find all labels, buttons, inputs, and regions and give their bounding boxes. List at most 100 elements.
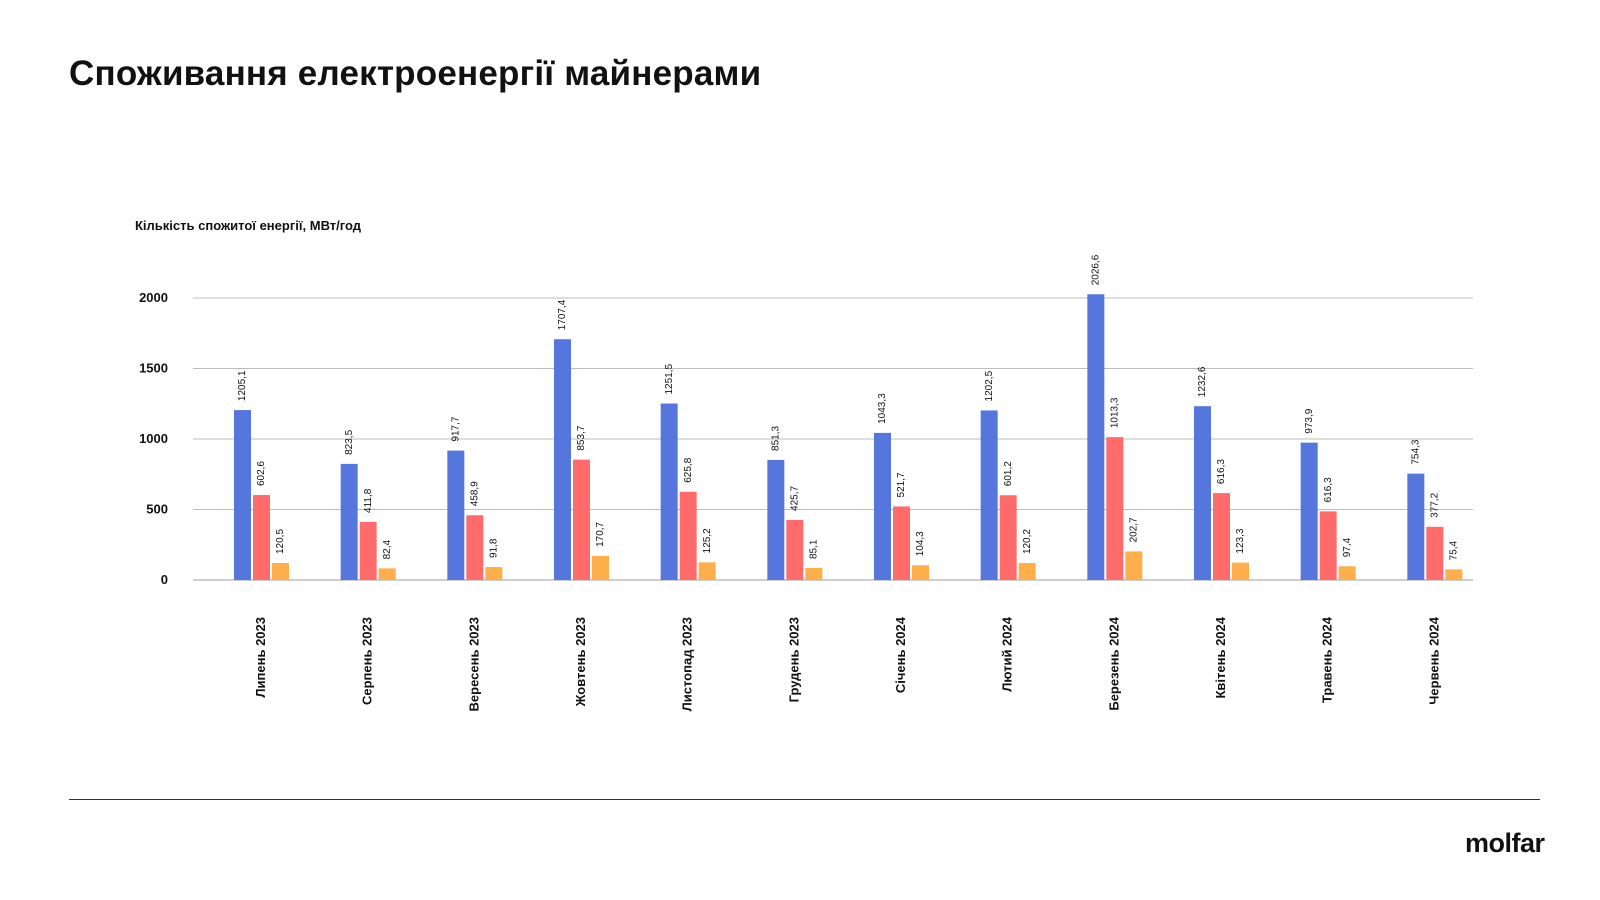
bar	[980, 410, 998, 580]
bar-value-label: 120,2	[1022, 529, 1033, 554]
bar-chart: Кількість спожитої енергії, МВт/год 0 500…	[135, 218, 1473, 711]
bar	[554, 339, 571, 580]
y-tick-labels: 0 500 1000 1500 2000	[139, 290, 168, 587]
bar	[660, 403, 678, 580]
grid-layer	[193, 297, 1473, 581]
data-labels-layer: 1205,1 602,6 120,5 823,5 411,8 82,4 917,7 458,9…	[237, 254, 1459, 560]
bar-value-label: 82,4	[382, 539, 393, 559]
molfar-logo: molfar	[1465, 828, 1545, 858]
bar	[340, 463, 358, 580]
y-tick-label: 1500	[139, 361, 168, 376]
bar-value-label: 602,6	[256, 461, 267, 486]
footer-divider	[69, 799, 1540, 800]
x-category-label: Вересень 2023	[466, 617, 481, 711]
bar	[378, 568, 396, 580]
bar-value-label: 425,7	[789, 486, 800, 511]
bar-value-label: 1043,3	[877, 393, 888, 424]
x-category-label: Лютий 2024	[1000, 616, 1015, 692]
bar	[1407, 473, 1425, 580]
bar-value-label: 1707,4	[557, 299, 568, 330]
bar	[999, 495, 1017, 580]
bars-layer	[234, 294, 1463, 580]
bar-value-label: 458,9	[469, 481, 480, 506]
y-axis-label: Кількість спожитої енергії, МВт/год	[135, 218, 362, 233]
bar	[485, 567, 503, 580]
bar	[1018, 563, 1036, 580]
bar-value-label: 202,7	[1128, 517, 1139, 542]
bar	[1232, 562, 1249, 580]
bar	[1106, 437, 1124, 580]
bar-value-label: 853,7	[576, 425, 587, 450]
bar-value-label: 125,2	[702, 528, 713, 553]
bar	[1125, 551, 1143, 580]
bar	[1300, 442, 1318, 580]
bar-value-label: 754,3	[1410, 439, 1421, 464]
bar	[447, 450, 465, 580]
x-tick-labels: Липень 2023 Серпень 2023 Вересень 2023 Жовт…	[253, 616, 1441, 711]
bar-value-label: 1013,3	[1109, 397, 1120, 428]
x-category-label: Червень 2024	[1426, 616, 1441, 705]
bar	[698, 562, 716, 580]
x-category-label: Листопад 2023	[680, 617, 695, 711]
x-category-label: Березень 2024	[1106, 616, 1121, 710]
bar	[272, 563, 289, 580]
y-tick-label: 500	[146, 502, 168, 517]
bar	[592, 555, 609, 580]
bar	[573, 459, 590, 580]
x-category-label: Липень 2023	[253, 617, 268, 698]
bar-value-label: 625,8	[683, 457, 694, 482]
bar-value-label: 120,5	[275, 529, 286, 554]
bar	[1445, 569, 1463, 580]
bar-value-label: 2026,6	[1090, 254, 1101, 285]
bar	[466, 515, 484, 580]
bar-value-label: 411,8	[363, 488, 374, 513]
bar	[1338, 566, 1356, 580]
bar-value-label: 616,3	[1216, 459, 1227, 484]
bar	[805, 568, 823, 580]
y-tick-label: 0	[161, 572, 168, 587]
bar	[1426, 526, 1444, 580]
x-category-label: Січень 2024	[893, 616, 908, 693]
y-tick-label: 2000	[139, 290, 168, 305]
bar	[1319, 511, 1337, 580]
bar	[786, 519, 804, 580]
bar-value-label: 521,7	[896, 472, 907, 497]
bar	[893, 506, 910, 580]
x-category-label: Квітень 2024	[1213, 616, 1228, 698]
bar-value-label: 823,5	[344, 429, 355, 454]
page-title: Споживання електроенергії майнерами	[69, 54, 762, 93]
x-category-label: Грудень 2023	[786, 617, 801, 702]
bar-value-label: 616,3	[1323, 477, 1334, 502]
x-category-label: Жовтень 2023	[573, 617, 588, 707]
bar-value-label: 97,4	[1342, 537, 1353, 557]
x-category-label: Травень 2024	[1320, 616, 1335, 703]
bar-value-label: 973,9	[1304, 408, 1315, 433]
bar	[912, 565, 929, 580]
bar-value-label: 75,4	[1448, 540, 1459, 560]
bar	[1087, 294, 1105, 580]
x-category-label: Серпень 2023	[360, 617, 375, 705]
bar	[679, 491, 697, 580]
bar-value-label: 377,2	[1429, 492, 1440, 517]
bar-value-label: 123,3	[1235, 528, 1246, 553]
bar-value-label: 85,1	[808, 539, 819, 559]
bar-value-label: 170,7	[595, 521, 606, 546]
bar-value-label: 851,3	[770, 426, 781, 451]
bar-value-label: 1202,5	[984, 370, 995, 401]
bar-value-label: 1205,1	[237, 370, 248, 401]
bar-value-label: 601,2	[1003, 461, 1014, 486]
y-tick-label: 1000	[139, 431, 168, 446]
bar	[767, 459, 785, 580]
bar-value-label: 1251,5	[664, 364, 675, 395]
bar	[874, 432, 891, 580]
bar	[253, 495, 270, 580]
bar-value-label: 917,7	[450, 416, 461, 441]
bar-value-label: 1232,6	[1197, 366, 1208, 397]
bar	[234, 410, 251, 580]
bar	[1194, 406, 1211, 580]
bar-value-label: 91,8	[488, 538, 499, 558]
bar	[359, 521, 377, 580]
chart-container: Кількість спожитої енергії, МВт/год 0 500…	[135, 218, 1473, 711]
bar	[1213, 493, 1230, 580]
bar-value-label: 104,3	[915, 531, 926, 556]
